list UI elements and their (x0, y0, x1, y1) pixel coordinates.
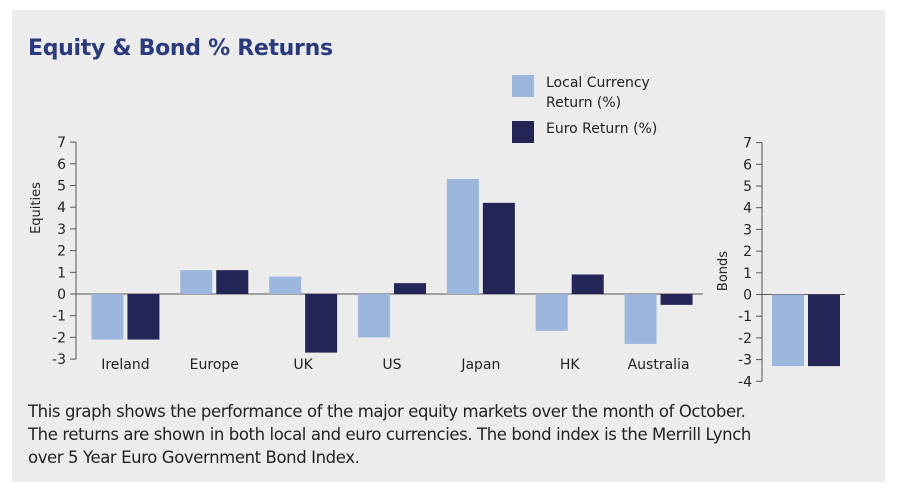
y-tick-label: 7 (57, 135, 66, 151)
caption-line: The returns are shown in both local and … (28, 425, 751, 444)
bar (127, 294, 160, 340)
x-tick-label: UK (293, 357, 313, 373)
bonds-chart: -4 -3 -2 -1 0 1 2 3 4 5 6 7 Bonds (716, 136, 845, 390)
legend-label: Local Currency (546, 75, 650, 91)
y-tick-label: -2 (52, 330, 66, 346)
y-tick-label: 2 (743, 244, 752, 260)
y-tick-label: 3 (743, 222, 752, 238)
x-tick-label: Ireland (101, 357, 149, 373)
bar (216, 270, 249, 294)
legend-label: Return (%) (546, 95, 621, 111)
bar (624, 294, 657, 344)
y-tick-label: 6 (743, 157, 752, 173)
x-tick-label: Europe (190, 357, 239, 373)
bar (180, 270, 213, 294)
x-tick-label: Japan (460, 357, 500, 373)
y-tick-label: -3 (738, 353, 752, 369)
bar (358, 294, 390, 338)
x-tick-label: Australia (628, 357, 690, 373)
y-tick-label: 5 (57, 179, 66, 195)
legend: Local Currency Return (%) Euro Return (%) (512, 75, 657, 143)
y-tick-label: 6 (57, 157, 66, 173)
bar (91, 294, 124, 340)
y-tick-label: -3 (52, 352, 66, 368)
y-tick-label: -4 (738, 374, 752, 390)
bar (269, 276, 302, 294)
y-tick-label: 1 (743, 266, 752, 282)
x-tick-label: HK (560, 357, 581, 373)
y-tick-label: 1 (57, 265, 66, 281)
y-axis-label: Equities (29, 182, 44, 234)
equities-chart: -3 -2 -1 0 1 2 3 4 5 6 7 Equities Ireland Europe UK US J… (29, 135, 703, 373)
bar (482, 202, 515, 294)
y-tick-label: 4 (743, 201, 752, 217)
bar (446, 178, 479, 294)
y-tick-label: -1 (52, 309, 66, 325)
y-tick-label: 0 (743, 288, 752, 304)
caption-line: This graph shows the performance of the … (28, 402, 746, 421)
bar (772, 294, 804, 367)
y-tick-label: 7 (743, 136, 752, 152)
x-tick-label: US (382, 357, 401, 373)
bar (535, 294, 568, 331)
y-tick-label: 2 (57, 244, 66, 260)
y-tick-label: 3 (57, 222, 66, 238)
bar (660, 294, 693, 305)
chart-title: Equity & Bond % Returns (28, 36, 333, 61)
y-tick-label: 5 (743, 179, 752, 195)
y-tick-label: -2 (738, 331, 752, 347)
legend-swatch (512, 75, 534, 97)
caption: This graph shows the performance of the … (28, 400, 858, 469)
legend-swatch (512, 121, 534, 143)
y-tick-label: 4 (57, 200, 66, 216)
legend-label: Euro Return (%) (546, 121, 657, 137)
bar (571, 274, 604, 294)
bar (305, 294, 338, 353)
caption-line: over 5 Year Euro Government Bond Index. (28, 448, 360, 467)
bar (394, 283, 426, 294)
bar (808, 294, 840, 367)
y-tick-label: 0 (57, 287, 66, 303)
y-axis-label: Bonds (716, 251, 731, 291)
y-tick-label: -1 (738, 309, 752, 325)
